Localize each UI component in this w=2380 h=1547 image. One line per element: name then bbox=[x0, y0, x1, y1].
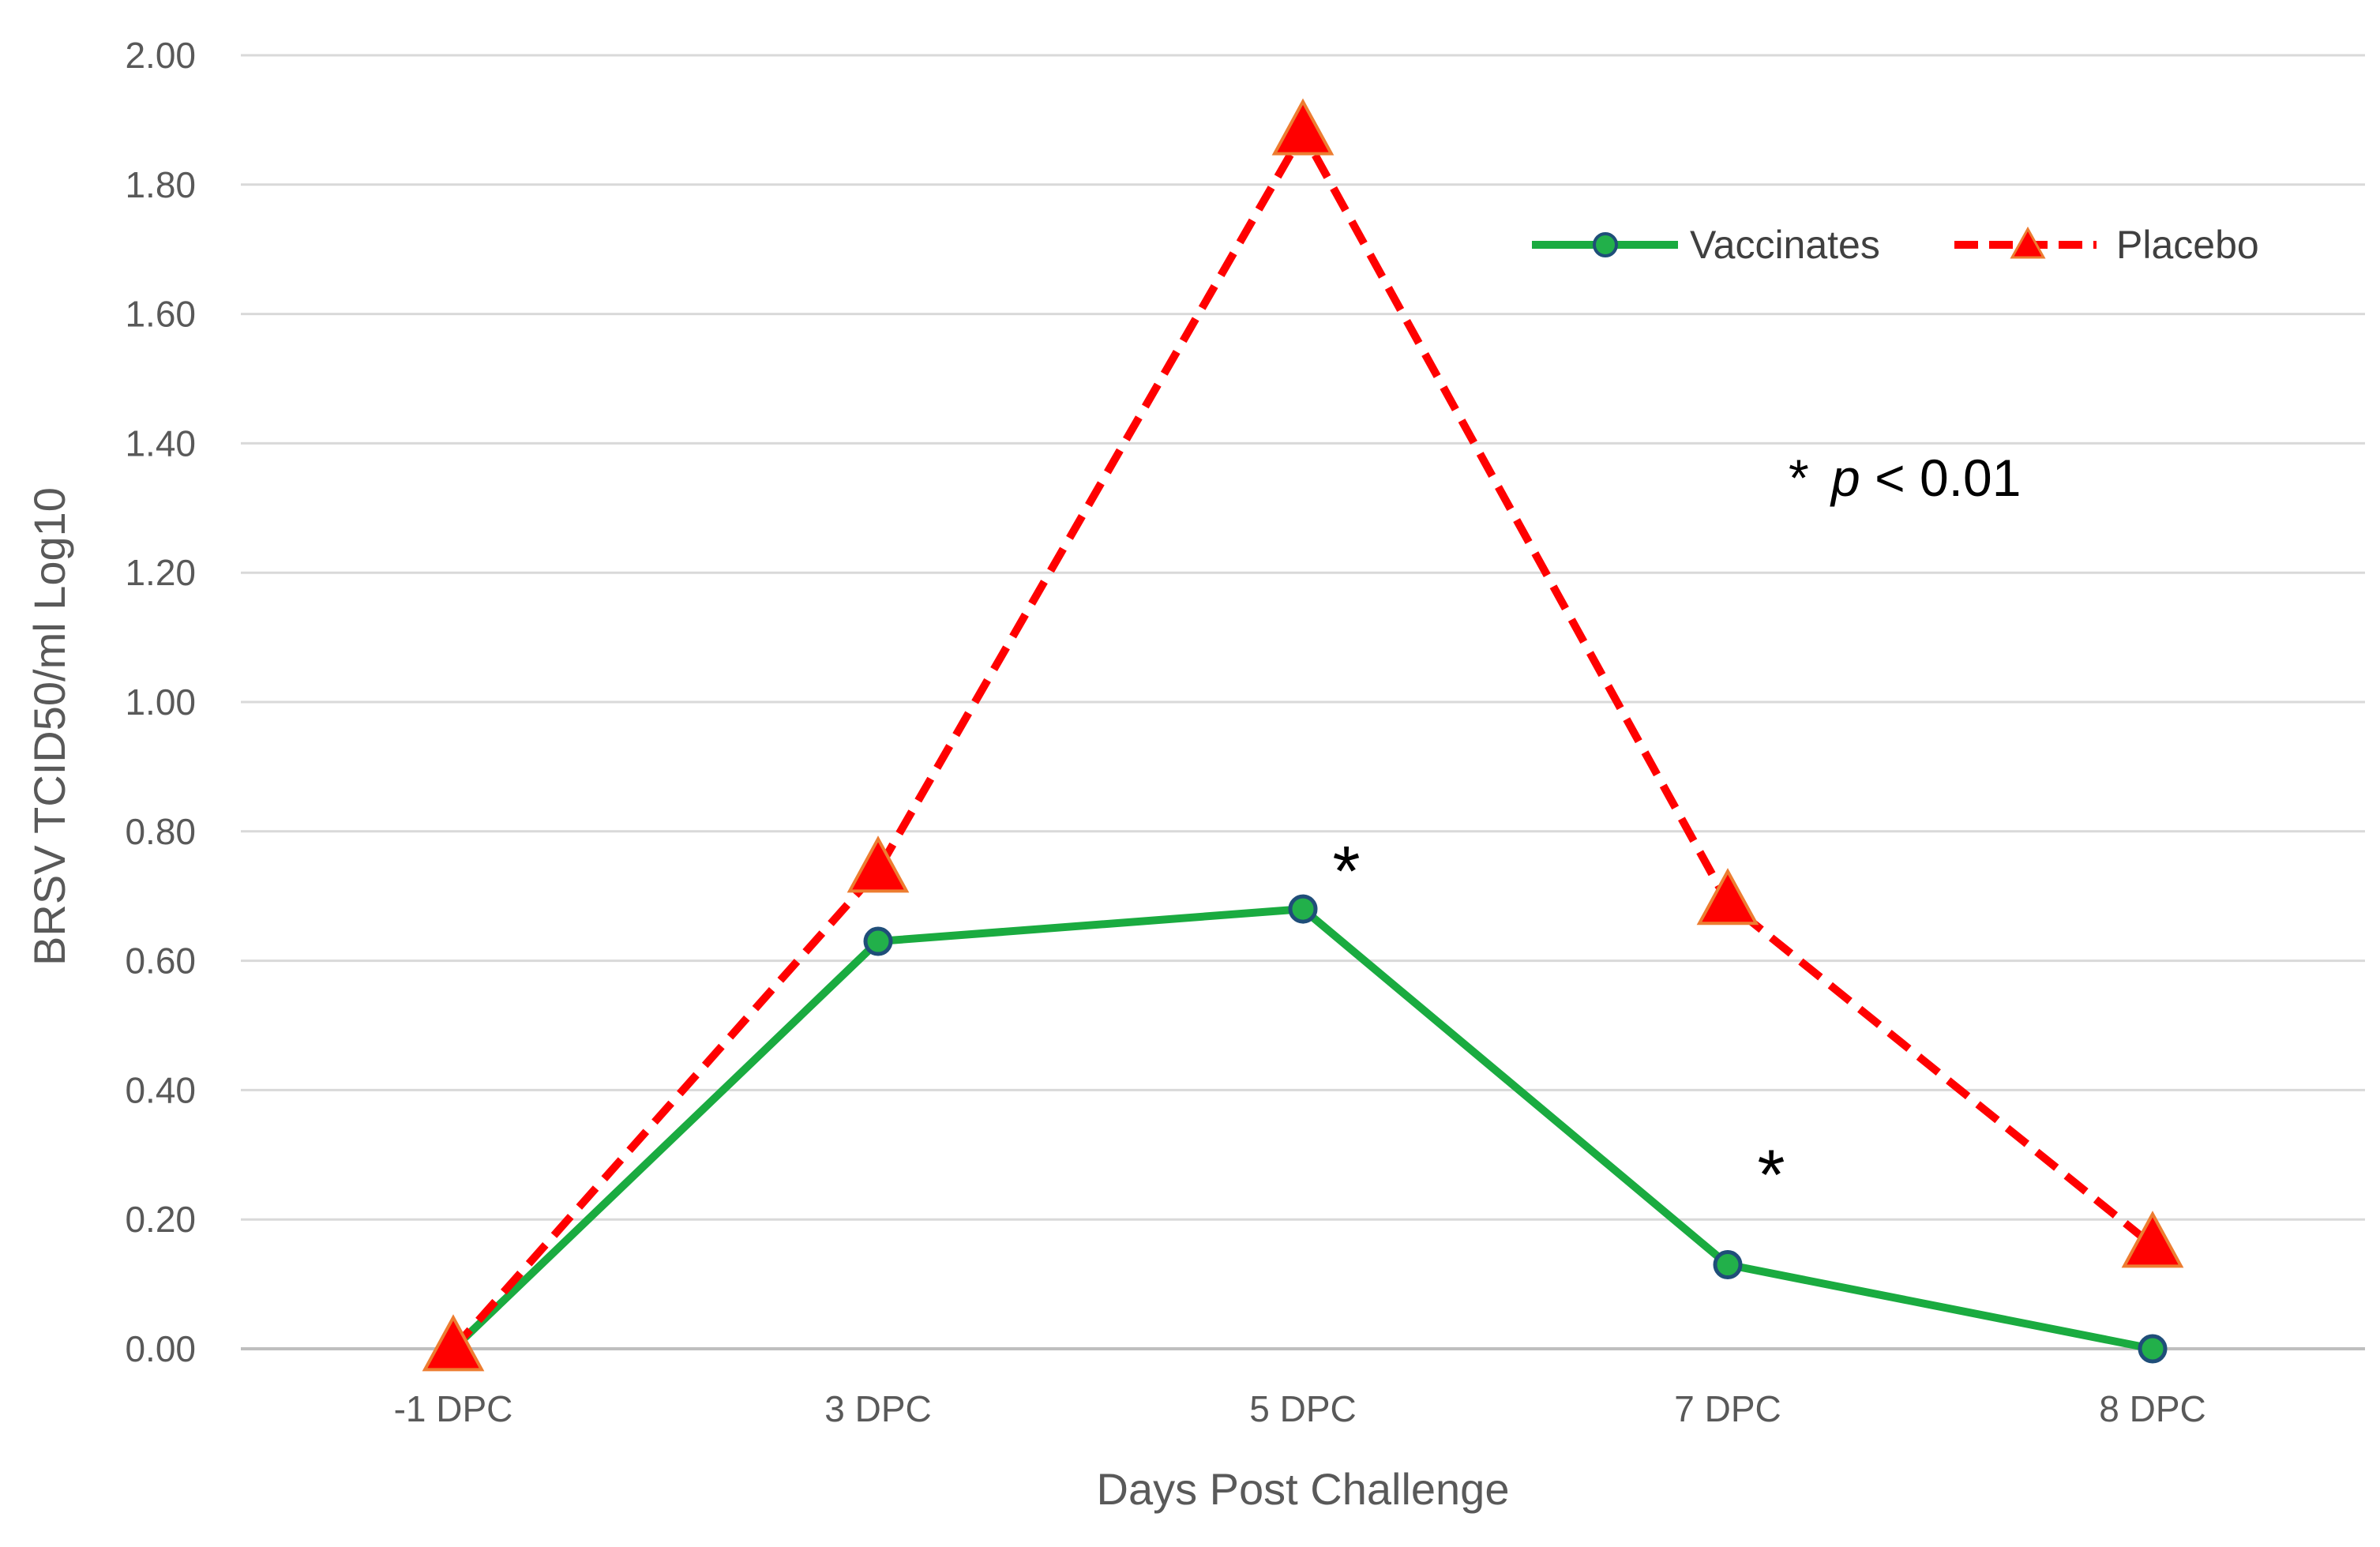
y-tick-label: 1.00 bbox=[125, 682, 196, 723]
legend-vaccinates-marker bbox=[1593, 232, 1618, 257]
gridlines bbox=[241, 54, 2365, 1350]
y-tick-label: 0.40 bbox=[125, 1069, 196, 1110]
y-tick-label: 1.60 bbox=[125, 294, 196, 335]
series-group bbox=[422, 98, 2184, 1372]
data-point-vaccinates bbox=[1713, 1250, 1743, 1280]
legend: Vaccinates Placebo bbox=[1532, 223, 2259, 267]
y-tick-label: 0.60 bbox=[125, 941, 196, 982]
x-axis-title: Days Post Challenge bbox=[1097, 1464, 1510, 1514]
data-point-vaccinates bbox=[2138, 1334, 2168, 1364]
legend-placebo-label: Placebo bbox=[2116, 223, 2259, 267]
annotations: ** bbox=[1332, 832, 1785, 1215]
y-tick-label: 0.00 bbox=[125, 1328, 196, 1369]
y-tick-label: 1.40 bbox=[125, 422, 196, 464]
y-axis-title: BRSV TCID50/ml Log10 bbox=[24, 487, 74, 966]
y-tick-label: 1.80 bbox=[125, 164, 196, 205]
significance-asterisk: * bbox=[1332, 832, 1360, 911]
significance-asterisk: * bbox=[1757, 1136, 1785, 1215]
x-tick-label: -1 DPC bbox=[394, 1388, 513, 1429]
data-point-placebo bbox=[1271, 98, 1335, 156]
x-tick-label: 3 DPC bbox=[824, 1388, 931, 1429]
legend-placebo-marker bbox=[2010, 226, 2046, 259]
x-tick-labels: -1 DPC 3 DPC 5 DPC 7 DPC 8 DPC bbox=[394, 1388, 2206, 1429]
y-tick-label: 1.20 bbox=[125, 552, 196, 593]
x-tick-label: 8 DPC bbox=[2099, 1388, 2205, 1429]
data-point-placebo bbox=[1696, 868, 1759, 926]
significance-p: p bbox=[1830, 449, 1860, 507]
data-point-placebo bbox=[847, 835, 910, 893]
significance-note: * p < 0.01 bbox=[1789, 449, 2021, 507]
y-tick-label: 2.00 bbox=[125, 35, 196, 76]
y-tick-label: 0.20 bbox=[125, 1199, 196, 1240]
y-tick-label: 0.80 bbox=[125, 811, 196, 852]
x-tick-label: 5 DPC bbox=[1249, 1388, 1356, 1429]
data-point-vaccinates bbox=[1288, 894, 1318, 924]
series-line-placebo bbox=[450, 129, 2156, 1352]
data-point-vaccinates bbox=[863, 926, 893, 956]
x-tick-label: 7 DPC bbox=[1674, 1388, 1781, 1429]
significance-star: * bbox=[1789, 449, 1809, 507]
series-line-vaccinates bbox=[450, 905, 2153, 1353]
data-point-placebo bbox=[422, 1314, 485, 1372]
significance-threshold: < 0.01 bbox=[1875, 449, 2021, 507]
y-tick-labels: 0.00 0.20 0.40 0.60 0.80 1.00 1.20 1.40 1.60 1.80… bbox=[125, 35, 196, 1369]
data-point-placebo bbox=[2121, 1211, 2184, 1268]
legend-vaccinates-label: Vaccinates bbox=[1690, 223, 1880, 267]
